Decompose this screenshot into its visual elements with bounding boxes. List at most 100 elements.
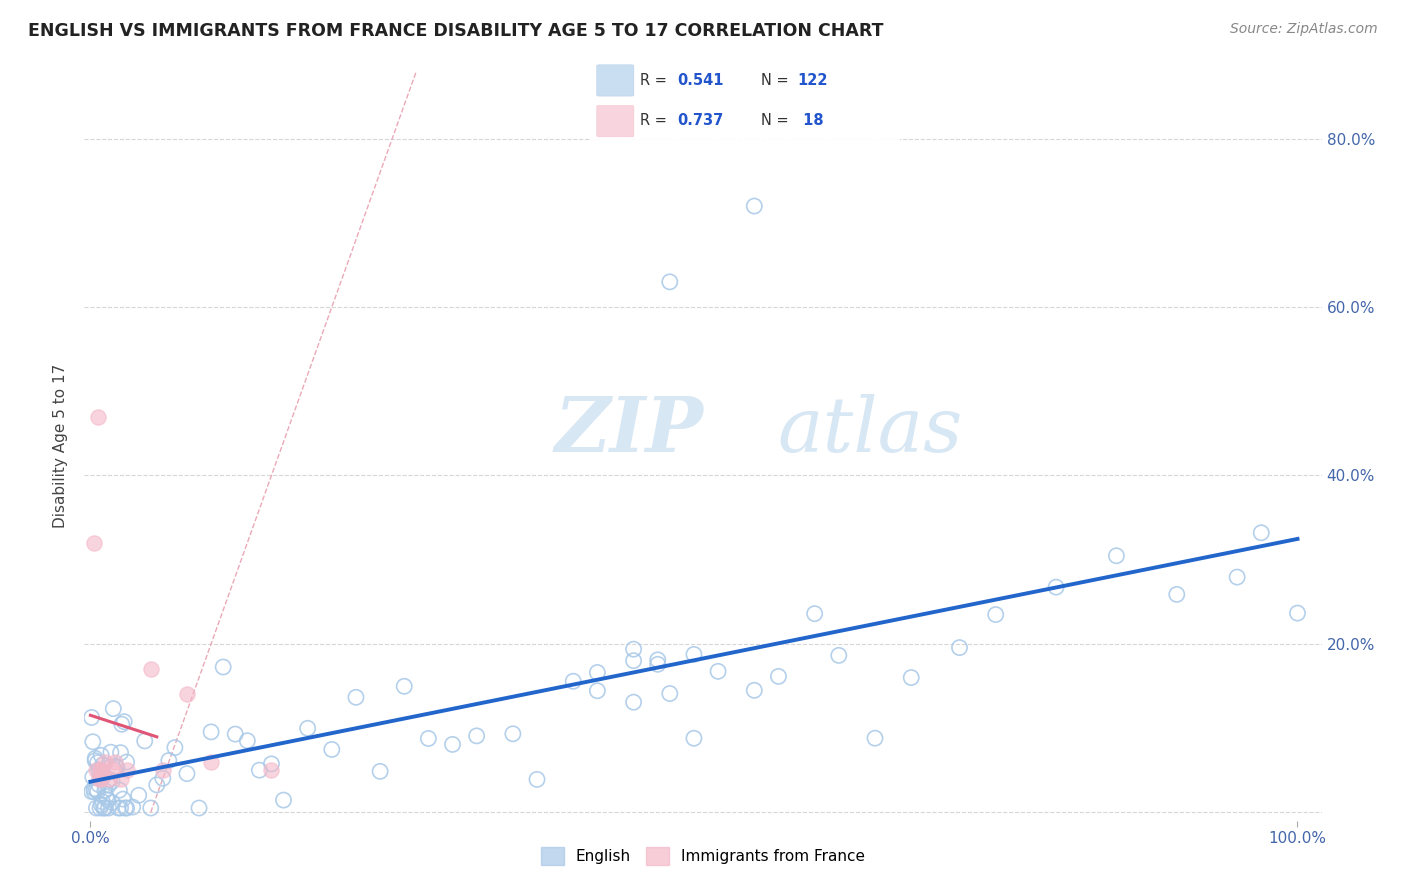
Point [96,792,118,806]
Point [1105,549,1128,563]
Point [108,783,131,797]
Point [97,801,120,815]
Point [139,662,162,676]
Point [647,653,669,667]
Point [94,801,117,815]
Point [803,607,825,621]
FancyBboxPatch shape [596,65,634,96]
Point [86,756,108,770]
Point [114,801,136,815]
Point [105,761,128,775]
Point [344,690,367,705]
Text: R =: R = [640,113,672,128]
Point [562,674,585,689]
Point [683,731,706,746]
Point [247,763,270,777]
Point [152,772,174,786]
Text: 122: 122 [797,72,828,87]
Point [83,781,105,796]
Text: 18: 18 [797,113,824,128]
Point [1045,580,1067,594]
Point [115,763,138,777]
Point [82,770,104,784]
Point [93,769,115,783]
Point [623,695,645,709]
Text: Source: ZipAtlas.com: Source: ZipAtlas.com [1230,22,1378,37]
Point [94,789,117,804]
Point [236,733,259,747]
Point [658,687,681,701]
Point [742,683,765,698]
Point [111,792,134,806]
Point [683,648,706,662]
Point [586,665,609,680]
Point [84,754,107,768]
Point [91,758,114,772]
Point [86,782,108,797]
Point [86,409,108,424]
Point [115,801,138,815]
Point [176,687,198,701]
Point [321,742,343,756]
Point [368,764,391,779]
Text: atlas: atlas [778,394,963,468]
Point [80,784,103,798]
Point [93,801,115,815]
Point [948,640,970,655]
Point [86,801,108,815]
Point [623,642,645,657]
Point [89,801,111,815]
Point [1286,606,1309,620]
Point [97,778,120,792]
Point [1250,525,1272,540]
Point [82,735,104,749]
Point [623,654,645,668]
Point [260,763,283,777]
Point [103,763,125,777]
Point [1166,587,1188,601]
Point [128,789,150,803]
Point [115,755,138,769]
Text: ZIP: ZIP [554,394,703,468]
Point [94,783,117,797]
Point [103,701,125,715]
Point [87,772,110,786]
Point [1226,570,1249,584]
Point [586,683,609,698]
Text: 0.737: 0.737 [678,113,723,128]
Point [273,793,295,807]
Point [90,748,112,763]
Point [89,763,111,777]
Point [121,800,143,814]
Point [86,763,108,777]
Point [224,727,246,741]
Point [647,657,669,672]
Point [84,751,107,765]
Point [94,755,117,769]
Point [146,778,169,792]
Point [134,734,156,748]
Point [900,671,922,685]
Point [89,769,111,783]
Point [87,763,110,777]
Point [152,763,174,777]
Point [200,725,222,739]
Point [465,729,488,743]
Point [418,731,440,746]
Point [101,796,124,810]
Point [742,199,765,213]
Point [176,766,198,780]
Point [107,801,129,815]
Text: ENGLISH VS IMMIGRANTS FROM FRANCE DISABILITY AGE 5 TO 17 CORRELATION CHART: ENGLISH VS IMMIGRANTS FROM FRANCE DISABI… [28,22,883,40]
Point [98,772,121,787]
Point [984,607,1007,622]
Point [111,717,134,731]
Point [441,738,464,752]
Point [110,772,132,786]
Point [200,755,222,769]
Point [83,784,105,798]
FancyBboxPatch shape [585,56,905,145]
Point [112,714,135,729]
Point [707,665,730,679]
Point [163,740,186,755]
